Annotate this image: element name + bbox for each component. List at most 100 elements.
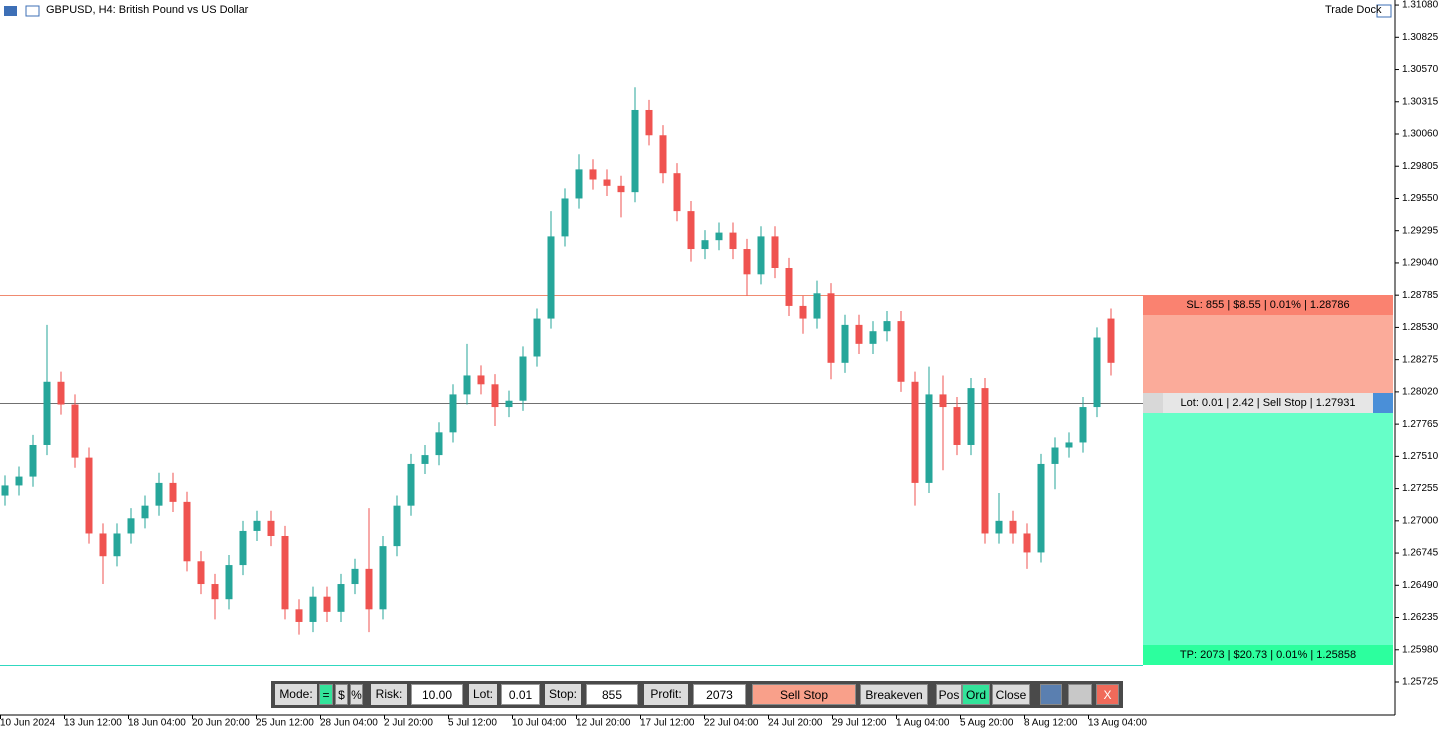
menu-icon[interactable]: [4, 6, 17, 16]
mode-button[interactable]: $: [335, 684, 348, 705]
x-tick-label: 20 Jun 20:00: [192, 718, 250, 729]
lot-input[interactable]: 0.01: [501, 684, 540, 705]
candle-body: [85, 457, 93, 534]
clear-button[interactable]: [1068, 684, 1092, 705]
candle-body: [267, 520, 275, 536]
y-tick-label: 1.30570: [1402, 64, 1439, 75]
y-tick-label: 1.26235: [1402, 612, 1439, 623]
candle-body: [841, 324, 849, 363]
candle-body: [1, 485, 9, 496]
x-tick-label: 2 Jul 20:00: [384, 718, 433, 729]
candle-body: [617, 185, 625, 193]
candle-body: [855, 324, 863, 344]
candle-body: [141, 505, 149, 519]
candle-body: [519, 356, 527, 401]
y-tick-label: 1.28275: [1402, 354, 1439, 365]
candle-body: [15, 476, 23, 486]
x-tick-label: 1 Aug 04:00: [896, 718, 950, 729]
profit-label: Profit:: [644, 684, 688, 705]
x-tick-label: 10 Jul 04:00: [512, 718, 567, 729]
candle-body: [687, 211, 695, 250]
candle-body: [1065, 442, 1073, 448]
pos-button[interactable]: Pos: [936, 684, 962, 705]
y-tick-label: 1.27510: [1402, 451, 1439, 462]
candle-body: [897, 321, 905, 382]
mode-button[interactable]: =: [319, 684, 333, 705]
y-tick-label: 1.27255: [1402, 483, 1439, 494]
candle-body: [701, 240, 709, 250]
breakeven-button[interactable]: Breakeven: [860, 684, 928, 705]
candle-body: [967, 388, 975, 445]
candle-body: [365, 568, 373, 610]
y-tick-label: 1.27765: [1402, 419, 1439, 430]
candle-body: [659, 135, 667, 174]
risk-input[interactable]: 10.00: [411, 684, 463, 705]
candle-body: [771, 236, 779, 268]
close-button[interactable]: Close: [992, 684, 1030, 705]
y-tick-label: 1.28530: [1402, 322, 1439, 333]
candle-body: [883, 321, 891, 332]
candle-body: [799, 305, 807, 319]
candle-body: [169, 482, 177, 502]
trade-dock[interactable]: Trade Dock: [1325, 4, 1382, 16]
candle-body: [211, 584, 219, 600]
y-tick-label: 1.28785: [1402, 290, 1439, 301]
y-tick-label: 1.30315: [1402, 96, 1439, 107]
dock-icon[interactable]: [1376, 4, 1392, 18]
candle-body: [1037, 463, 1045, 553]
x-tick-label: 25 Jun 12:00: [256, 718, 314, 729]
candle-body: [281, 535, 289, 610]
candle-body: [911, 381, 919, 483]
candle-body: [225, 565, 233, 600]
candle-body: [43, 381, 51, 445]
sell-stop-button[interactable]: Sell Stop: [752, 684, 856, 705]
pin-button[interactable]: [1143, 393, 1163, 413]
stop-input[interactable]: 855: [586, 684, 638, 705]
sync-button[interactable]: [1373, 393, 1393, 413]
candle-body: [729, 232, 737, 250]
candle-body: [463, 375, 471, 395]
candle-body: [197, 561, 205, 585]
candle-body: [869, 331, 877, 344]
candle-body: [337, 584, 345, 612]
candle-body: [645, 109, 653, 136]
exit-button[interactable]: X: [1096, 684, 1119, 705]
candle-body: [71, 404, 79, 458]
candle-body: [449, 394, 457, 433]
ord-button[interactable]: Ord: [962, 684, 990, 705]
x-tick-label: 5 Aug 20:00: [960, 718, 1014, 729]
candle-body: [757, 236, 765, 275]
candle-body: [351, 568, 359, 585]
y-tick-label: 1.27000: [1402, 515, 1439, 526]
candle-body: [1023, 533, 1031, 553]
x-tick-label: 12 Jul 20:00: [576, 718, 631, 729]
symbol-title: GBPUSD, H4: British Pound vs US Dollar: [46, 4, 249, 16]
candle-body: [57, 381, 65, 405]
candle-body: [1107, 318, 1115, 363]
x-tick-label: 24 Jul 20:00: [768, 718, 823, 729]
candle-body: [155, 482, 163, 506]
candle-body: [379, 546, 387, 610]
candle-body: [1051, 447, 1059, 464]
tp-label: TP: 2073 | $20.73 | 0.01% | 1.25858: [1143, 645, 1393, 665]
x-tick-label: 29 Jul 12:00: [832, 718, 887, 729]
minimize-button[interactable]: [1040, 684, 1062, 705]
x-tick-label: 17 Jul 12:00: [640, 718, 695, 729]
candle-body: [435, 432, 443, 456]
toolbar: Mode: = $ % Risk: 10.00 Lot: 0.01 Stop: …: [271, 681, 1123, 708]
candle-body: [743, 249, 751, 275]
lot-label: Lot:: [469, 684, 497, 705]
candle-body: [407, 463, 415, 506]
y-tick-label: 1.29805: [1402, 161, 1439, 172]
mode-button[interactable]: %: [350, 684, 363, 705]
sl-zone: [1143, 315, 1393, 393]
y-tick-label: 1.29295: [1402, 225, 1439, 236]
x-tick-label: 28 Jun 04:00: [320, 718, 378, 729]
profit-input[interactable]: 2073: [693, 684, 746, 705]
x-tick-label: 13 Jun 12:00: [64, 718, 122, 729]
chart-icon: [25, 5, 40, 17]
candle-body: [1079, 407, 1087, 443]
x-tick-label: 8 Aug 12:00: [1024, 718, 1078, 729]
candle-body: [29, 444, 37, 477]
